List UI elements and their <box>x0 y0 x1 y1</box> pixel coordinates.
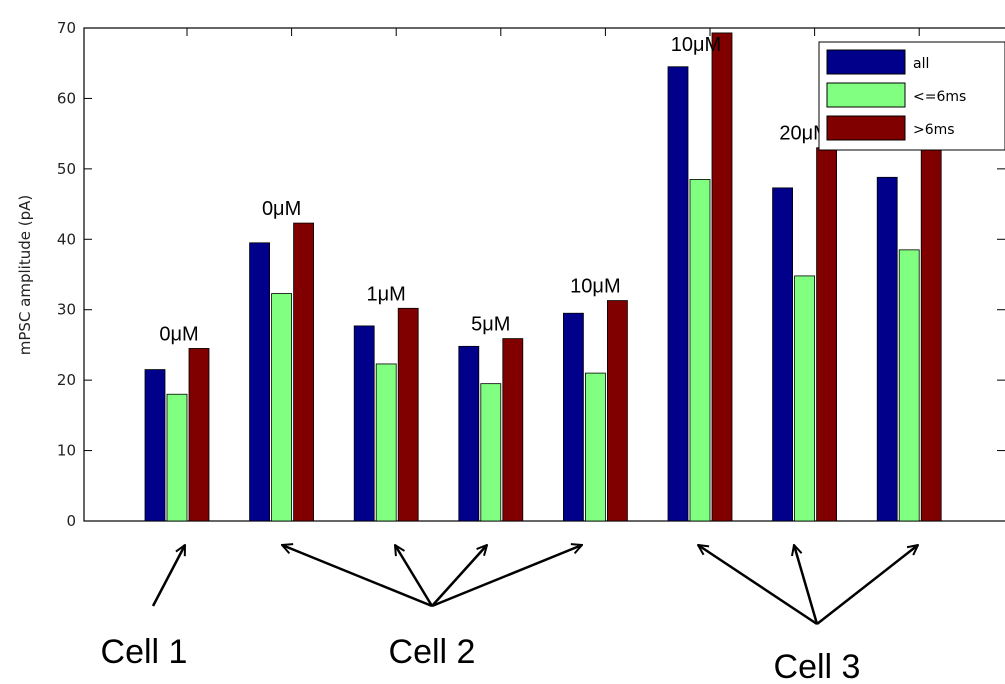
annotation-arrow <box>816 545 918 625</box>
concentration-label: 5μM <box>471 314 510 336</box>
bar-6ms-6 <box>794 275 815 522</box>
concentration-label: 0μM <box>159 323 198 345</box>
bar-6ms-5 <box>711 32 733 522</box>
bar-all-0 <box>144 369 166 522</box>
bars <box>144 32 942 522</box>
y-tick-label: 70 <box>57 19 76 37</box>
bar-6ms-7 <box>898 249 920 522</box>
legend-swatch <box>826 82 906 108</box>
annotation-arrow <box>698 545 818 626</box>
bar-6ms-1 <box>271 293 293 522</box>
annotation-arrow <box>431 545 487 607</box>
cell-annotations: Cell 1 Cell 2 Cell 3 <box>101 545 918 684</box>
y-tick-label: 30 <box>57 301 76 319</box>
cell-label: Cell 3 <box>774 648 861 684</box>
annotation-arrow <box>395 545 434 607</box>
bar-6ms-4 <box>607 300 628 522</box>
cell-label: Cell 2 <box>389 633 476 671</box>
concentration-label: 1μM <box>367 283 406 305</box>
concentration-label: 10μM <box>570 276 620 298</box>
bar-6ms-2 <box>397 307 419 522</box>
bar-all-7 <box>876 176 898 522</box>
annotation-arrow <box>431 545 582 608</box>
y-tick-label: 60 <box>57 89 76 107</box>
bar-6ms-1 <box>293 222 315 522</box>
bar-6ms-0 <box>166 393 188 522</box>
annotation-arrow <box>151 545 187 607</box>
bar-6ms-0 <box>188 348 210 522</box>
bar-all-1 <box>249 242 271 522</box>
concentration-label: 20μM <box>779 123 829 145</box>
legend-label: <=6ms <box>913 89 966 105</box>
bar-all-5 <box>667 66 689 522</box>
bar-6ms-3 <box>480 383 502 522</box>
bar-all-3 <box>458 345 480 522</box>
y-tick-label: 50 <box>57 160 76 178</box>
bar-6ms-7 <box>920 147 942 522</box>
legend-swatch <box>826 115 906 141</box>
y-tick-label: 40 <box>57 230 76 248</box>
bar-all-4 <box>563 312 584 522</box>
legend-label: all <box>913 56 929 72</box>
annotation-arrow <box>282 545 433 608</box>
legend-label: >6ms <box>913 122 955 138</box>
legend: all <=6ms >6ms <box>818 41 1005 151</box>
y-axis-label: mPSC amplitude (pA) <box>16 195 34 355</box>
concentration-label: 0μM <box>262 198 301 220</box>
concentration-label: 10μM <box>671 34 721 56</box>
bar-6ms-6 <box>816 147 837 522</box>
bar-all-2 <box>353 325 375 522</box>
y-axis: 0 10 20 30 40 50 60 70 <box>57 19 1005 530</box>
bar-6ms-5 <box>689 179 711 522</box>
cell-label: Cell 1 <box>101 633 188 671</box>
bar-6ms-3 <box>502 338 524 522</box>
y-tick-label: 10 <box>57 442 76 460</box>
y-tick-label: 20 <box>57 371 76 389</box>
annotation-arrow <box>794 545 819 625</box>
legend-swatch <box>826 49 906 75</box>
bar-all-6 <box>772 187 793 522</box>
concentration-labels: 0μM0μM1μM5μM10μM10μM20μM40μM <box>159 34 934 345</box>
bar-6ms-2 <box>375 363 397 522</box>
bar-6ms-4 <box>585 372 606 522</box>
y-tick-label: 0 <box>66 512 76 530</box>
